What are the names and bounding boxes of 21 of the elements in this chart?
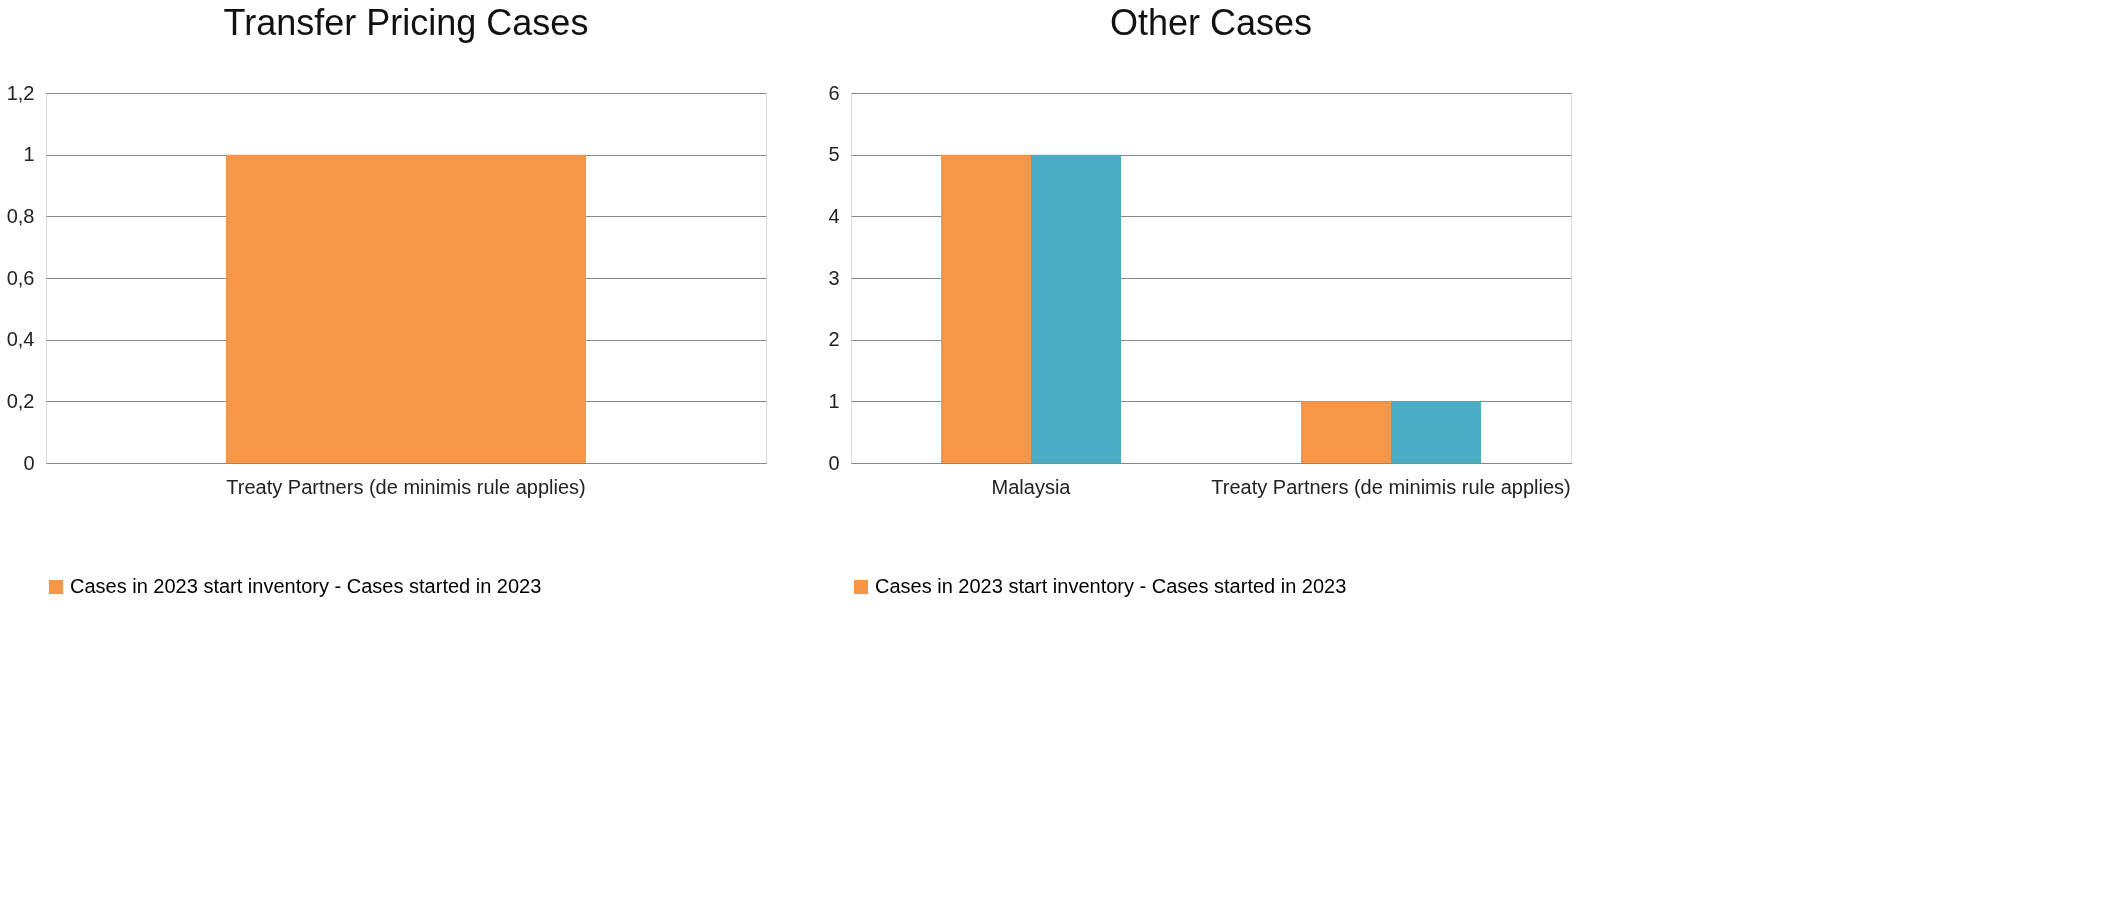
chart-title: Transfer Pricing Cases xyxy=(223,2,589,43)
y-tick-label: 2 xyxy=(828,328,840,351)
y-tick-label: 6 xyxy=(828,81,840,104)
y-tick-label: 0,8 xyxy=(6,204,35,227)
y-tick-label: 0,6 xyxy=(6,266,35,289)
y-tick-label: 0 xyxy=(828,451,840,474)
y-tick-label: 1 xyxy=(828,389,840,412)
y-tick-label: 1,2 xyxy=(6,81,35,104)
y-tick-label: 1 xyxy=(23,143,35,166)
y-tick-label: 4 xyxy=(828,204,840,227)
x-tick-label: Treaty Partners (de minimis rule applies) xyxy=(1211,475,1571,498)
x-tick-label: Treaty Partners (de minimis rule applies) xyxy=(226,475,586,498)
y-tick-label: 3 xyxy=(828,266,840,289)
legend-label: Cases in 2023 start inventory - Cases started in 2023 xyxy=(70,575,542,597)
y-tick-label: 0,2 xyxy=(6,389,35,412)
chart-title: Other Cases xyxy=(1109,2,1313,43)
legend-label: Cases in 2023 start inventory - Cases started in 2023 xyxy=(875,575,1347,597)
y-tick-label: 5 xyxy=(828,143,840,166)
y-tick-label: 0,4 xyxy=(6,328,35,351)
x-tick-label: Malaysia xyxy=(991,475,1072,498)
y-tick-label: 0 xyxy=(23,451,35,474)
